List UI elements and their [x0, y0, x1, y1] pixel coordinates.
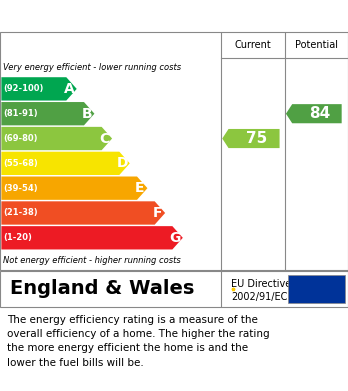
Text: The energy efficiency rating is a measure of the
overall efficiency of a home. T: The energy efficiency rating is a measur…	[7, 315, 270, 368]
Text: (39-54): (39-54)	[3, 184, 38, 193]
Polygon shape	[1, 176, 148, 200]
Text: (81-91): (81-91)	[3, 109, 38, 118]
Text: (21-38): (21-38)	[3, 208, 38, 217]
Text: E: E	[135, 181, 144, 195]
Text: A: A	[64, 82, 74, 96]
Text: B: B	[81, 107, 92, 121]
Text: EU Directive: EU Directive	[231, 279, 292, 289]
Text: C: C	[99, 131, 110, 145]
Text: Potential: Potential	[295, 40, 338, 50]
Text: Energy Efficiency Rating: Energy Efficiency Rating	[10, 8, 220, 23]
Bar	[288, 274, 345, 303]
Text: (55-68): (55-68)	[3, 159, 38, 168]
Polygon shape	[1, 102, 94, 126]
Text: (69-80): (69-80)	[3, 134, 38, 143]
Polygon shape	[1, 226, 183, 249]
Text: Very energy efficient - lower running costs: Very energy efficient - lower running co…	[3, 63, 182, 72]
Text: (1-20): (1-20)	[3, 233, 32, 242]
Text: 2002/91/EC: 2002/91/EC	[231, 292, 288, 302]
Text: England & Wales: England & Wales	[10, 280, 195, 298]
Text: 84: 84	[309, 106, 331, 121]
Text: Current: Current	[235, 40, 271, 50]
Text: G: G	[169, 231, 181, 245]
Polygon shape	[222, 129, 279, 148]
Polygon shape	[1, 127, 112, 150]
Polygon shape	[1, 152, 130, 175]
Polygon shape	[1, 77, 77, 100]
Text: (92-100): (92-100)	[3, 84, 44, 93]
Polygon shape	[1, 201, 165, 225]
Polygon shape	[286, 104, 342, 123]
Text: 75: 75	[246, 131, 267, 146]
Text: D: D	[116, 156, 128, 170]
Text: Not energy efficient - higher running costs: Not energy efficient - higher running co…	[3, 256, 181, 265]
Text: F: F	[153, 206, 162, 220]
